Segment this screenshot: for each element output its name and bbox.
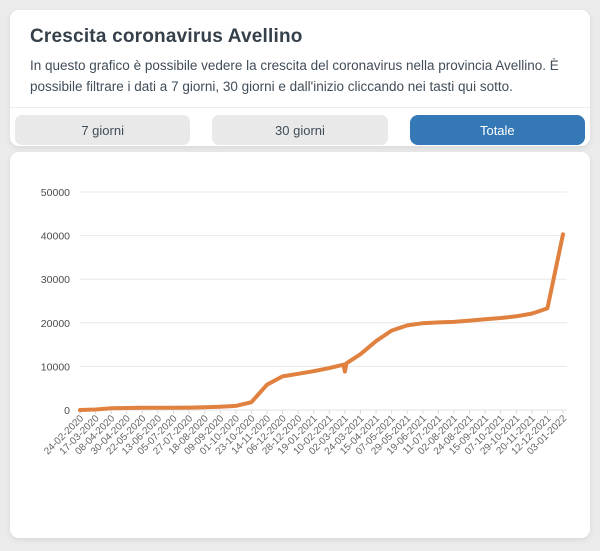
y-axis-label: 50000 xyxy=(41,187,70,199)
chart-card: 0 10000 20000 30000 40000 50000 24-02-2020 17-0… xyxy=(10,152,590,538)
y-axis-label: 40000 xyxy=(41,231,70,243)
filter-button-7-giorni[interactable]: 7 giorni xyxy=(15,115,191,145)
y-axis-label: 30000 xyxy=(41,274,70,286)
y-axis-label: 20000 xyxy=(41,318,70,330)
y-axis-label: 0 xyxy=(64,405,70,417)
filter-button-30-giorni[interactable]: 30 giorni xyxy=(212,115,388,145)
page-title: Crescita coronavirus Avellino xyxy=(30,26,303,47)
cases-line xyxy=(78,232,565,412)
page-description: In questo grafico è possibile vedere la … xyxy=(30,58,559,94)
filter-button-totale[interactable]: Totale xyxy=(409,115,585,145)
header-card: Crescita coronavirus Avellino In questo … xyxy=(10,10,590,146)
y-axis-label: 10000 xyxy=(41,361,70,373)
chart-svg: 0100002000030000400005000024-02-202017-0… xyxy=(41,187,570,457)
filter-buttons-row: 7 giorni 30 giorni Totale xyxy=(10,107,590,145)
